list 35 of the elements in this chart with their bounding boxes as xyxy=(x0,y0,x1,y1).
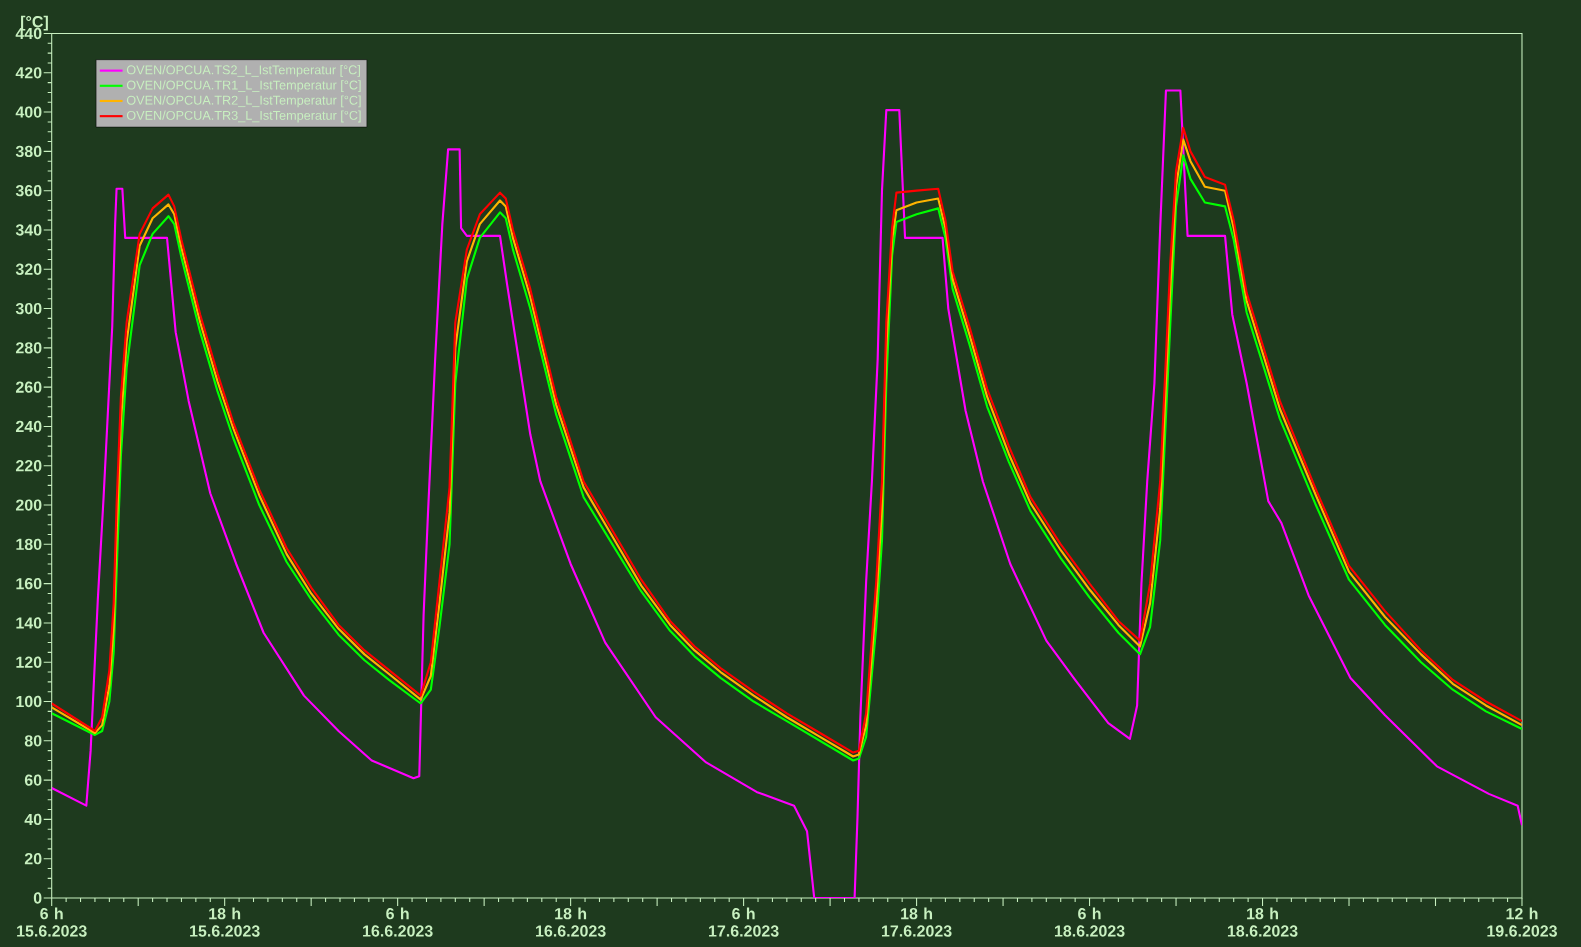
y-tick-label: 120 xyxy=(16,656,42,668)
x-tick-label: 12 h 19.6.2023 xyxy=(1487,907,1557,937)
y-tick-label: 80 xyxy=(24,735,42,747)
y-tick-label: 60 xyxy=(24,774,42,786)
y-tick-label: 220 xyxy=(15,460,42,472)
y-tick-label: 180 xyxy=(16,538,42,550)
legend-label: OVEN/OPCUA.TR2_L_IstTemperatur [°C] xyxy=(126,95,361,108)
y-tick-label: 100 xyxy=(16,695,42,708)
x-tick-label: 6 h 15.6.2023 xyxy=(17,907,87,937)
x-tick-label: 6 h 17.6.2023 xyxy=(709,907,779,937)
x-tick-label: 18 h 18.6.2023 xyxy=(1227,907,1298,937)
y-tick-label: 360 xyxy=(15,185,42,197)
y-tick-label: 20 xyxy=(24,853,42,865)
legend-label: OVEN/OPCUA.TR3_L_IstTemperatur [°C] xyxy=(126,110,361,123)
y-tick-label: 40 xyxy=(24,813,42,826)
y-tick-label: 320 xyxy=(15,263,42,275)
y-tick-label: 160 xyxy=(16,577,42,590)
legend-label: OVEN/OPCUA.TS2_L_IstTemperatur [°C] xyxy=(126,65,360,77)
y-tick-label: 280 xyxy=(15,342,42,354)
x-tick-label: 18 h 15.6.2023 xyxy=(190,907,260,937)
x-tick-label: 18 h 17.6.2023 xyxy=(881,907,952,937)
x-tick-label: 6 h 18.6.2023 xyxy=(1054,907,1125,937)
y-tick-label: 420 xyxy=(15,67,42,79)
y-tick-label: 300 xyxy=(15,302,42,315)
y-tick-label: 240 xyxy=(15,420,42,433)
y-tick-label: 380 xyxy=(15,145,42,158)
y-tick-label: 260 xyxy=(15,381,42,393)
y-tick-label: 200 xyxy=(15,499,42,511)
y-tick-label: 400 xyxy=(15,106,42,118)
x-tick-label: 18 h 16.6.2023 xyxy=(536,907,606,937)
y-tick-label: 0 xyxy=(33,892,42,904)
x-tick-label: 6 h 16.6.2023 xyxy=(363,907,433,937)
legend-label: OVEN/OPCUA.TR1_L_IstTemperatur [°C] xyxy=(126,80,361,93)
y-tick-label: 140 xyxy=(16,617,42,629)
y-tick-label: 340 xyxy=(15,224,42,236)
